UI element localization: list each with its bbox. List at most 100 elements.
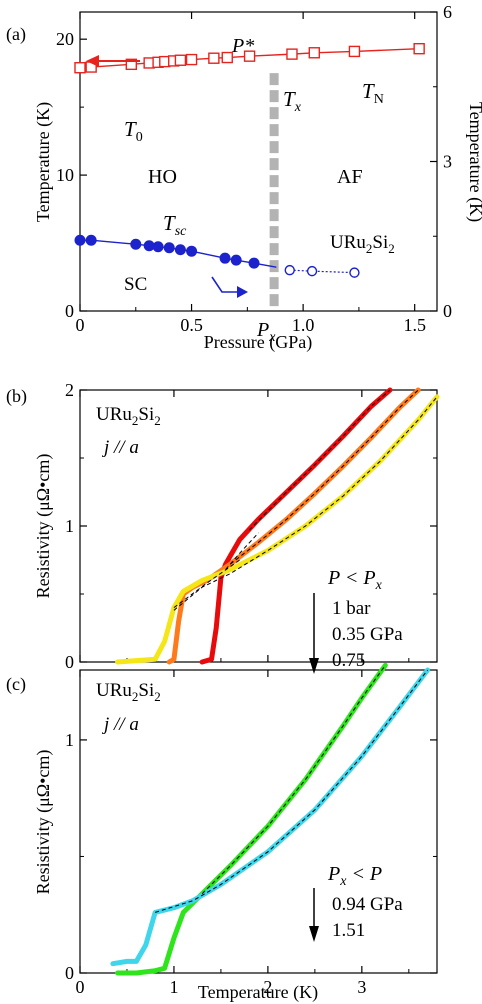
left-axis-arrow-head: [86, 55, 99, 67]
fit-line: [173, 396, 438, 611]
compound-a-sub1: 2: [366, 241, 373, 256]
panel-b-ylabel: Resistivity (μΩ•cm): [33, 454, 54, 599]
px-label: Px: [256, 319, 276, 345]
tn-point: [74, 62, 86, 74]
t0-main: T: [124, 117, 137, 141]
compound-b-sub1: 2: [132, 413, 139, 428]
t0-sub: 0: [136, 130, 143, 145]
af-label: AF: [337, 166, 363, 188]
tn-point: [174, 54, 187, 66]
compound-b-si: Si: [138, 404, 154, 425]
tsc-point: [143, 240, 155, 252]
panel-c-xtick-label: 3: [357, 977, 366, 997]
legend-b-1: 0.35 GPa: [332, 624, 403, 645]
panel-a-ytick-label: 0: [65, 301, 74, 321]
resistivity-curve: [166, 387, 421, 665]
tn-point: [286, 48, 298, 60]
tsc-point: [163, 242, 175, 254]
legend-c-arrow: [309, 888, 319, 942]
panel-a-ytick-right-label: 6: [443, 2, 452, 22]
af-point: [306, 265, 318, 277]
tx-sub: x: [294, 100, 302, 115]
panel-b-ytick-label: 0: [65, 652, 74, 672]
panel-c-xtick-label: 1: [169, 977, 178, 997]
compound-label-a: URu2Si2: [330, 232, 395, 256]
condition-c-p: P: [327, 863, 340, 885]
compound-c-sub2: 2: [154, 689, 161, 704]
condition-c: Px < P: [327, 863, 382, 889]
af-line: [289, 269, 355, 274]
tsc-sub: sc: [175, 224, 187, 239]
tn-point: [413, 42, 425, 55]
legend-c-arrow-head: [309, 926, 319, 942]
compound-label-b: URu2Si2: [96, 404, 161, 428]
resistivity-points: [201, 389, 391, 664]
tsc-main: T: [163, 211, 176, 235]
panel-b-ytick-label: 2: [65, 380, 74, 400]
tx-main: T: [283, 87, 296, 111]
tn-point: [348, 45, 361, 58]
condition-b: P < Px: [327, 567, 383, 593]
resistivity-points: [168, 389, 419, 663]
panel-a-ylabel: Temperature (K): [33, 102, 54, 222]
af-point: [349, 267, 360, 278]
panel-a-xtick-label: 0: [76, 315, 85, 335]
condition-b-a: P < P: [327, 567, 376, 589]
panel-c-xtick-label: 0: [76, 977, 85, 997]
resistivity-curve: [199, 387, 393, 665]
compound-label-c: URu2Si2: [96, 680, 161, 704]
px-sub: x: [268, 330, 276, 345]
panel-a-xtick-label: 1.5: [403, 315, 426, 335]
tsc-point: [174, 244, 186, 256]
fit-line: [230, 389, 419, 565]
panel-a-ytick-label: 10: [56, 165, 74, 185]
tsc-point: [219, 252, 231, 264]
tn-label: TN: [362, 79, 384, 107]
compound-c-sub1: 2: [132, 689, 139, 704]
compound-c-main: URu: [96, 680, 132, 701]
resistivity-points: [112, 669, 429, 965]
right-axis-arrow: [211, 276, 240, 293]
legend-b-0: 1 bar: [332, 598, 371, 619]
compound-b-main: URu: [96, 404, 132, 425]
tsc-point: [152, 241, 164, 253]
panel-a-ytick-right-label: 3: [443, 152, 452, 172]
compound-c-si: Si: [138, 680, 154, 701]
legend-b-arrow: [309, 593, 319, 674]
panel-a-label: (a): [6, 24, 26, 45]
tn-sub: N: [374, 92, 384, 107]
tn-point: [243, 50, 256, 62]
tsc-point: [248, 257, 260, 269]
tn-main: T: [362, 79, 375, 103]
current-dir-c: j // a: [101, 714, 139, 735]
panel-b: (b) 012 URu2Si2 j // a P < Px 1 bar 0.35…: [6, 380, 440, 674]
p-star-label: P*: [231, 35, 254, 57]
right-axis-arrow-head: [237, 286, 248, 298]
panel-c-xtick-label: 2: [263, 977, 272, 997]
tsc-point: [85, 234, 97, 246]
tsc-point: [230, 254, 242, 266]
tsc-point: [74, 234, 86, 246]
current-dir-b: j // a: [101, 437, 139, 458]
ho-label: HO: [148, 166, 177, 188]
af-point: [284, 264, 295, 276]
panel-a-xlabel: Pressure (GPa): [204, 332, 312, 353]
panel-c-ytick-label: 0: [65, 963, 74, 983]
tx-label: Tx: [283, 87, 302, 115]
panel-b-frame: [79, 389, 438, 663]
tsc-point: [186, 245, 198, 257]
legend-b-2: 0.75: [332, 650, 365, 671]
tsc-label: Tsc: [163, 211, 187, 239]
tn-point: [185, 53, 198, 66]
px-main: P: [256, 319, 269, 341]
panel-a-data: [74, 42, 425, 311]
condition-c-sub: x: [339, 874, 347, 889]
t0-label: T0: [124, 117, 143, 145]
panel-b-label: (b): [6, 386, 27, 407]
tsc-point: [130, 238, 142, 250]
compound-a-si: Si: [372, 232, 388, 253]
panel-c-xlabel: Temperature (K): [198, 982, 318, 1003]
panel-a-ytick-label: 20: [56, 29, 74, 49]
